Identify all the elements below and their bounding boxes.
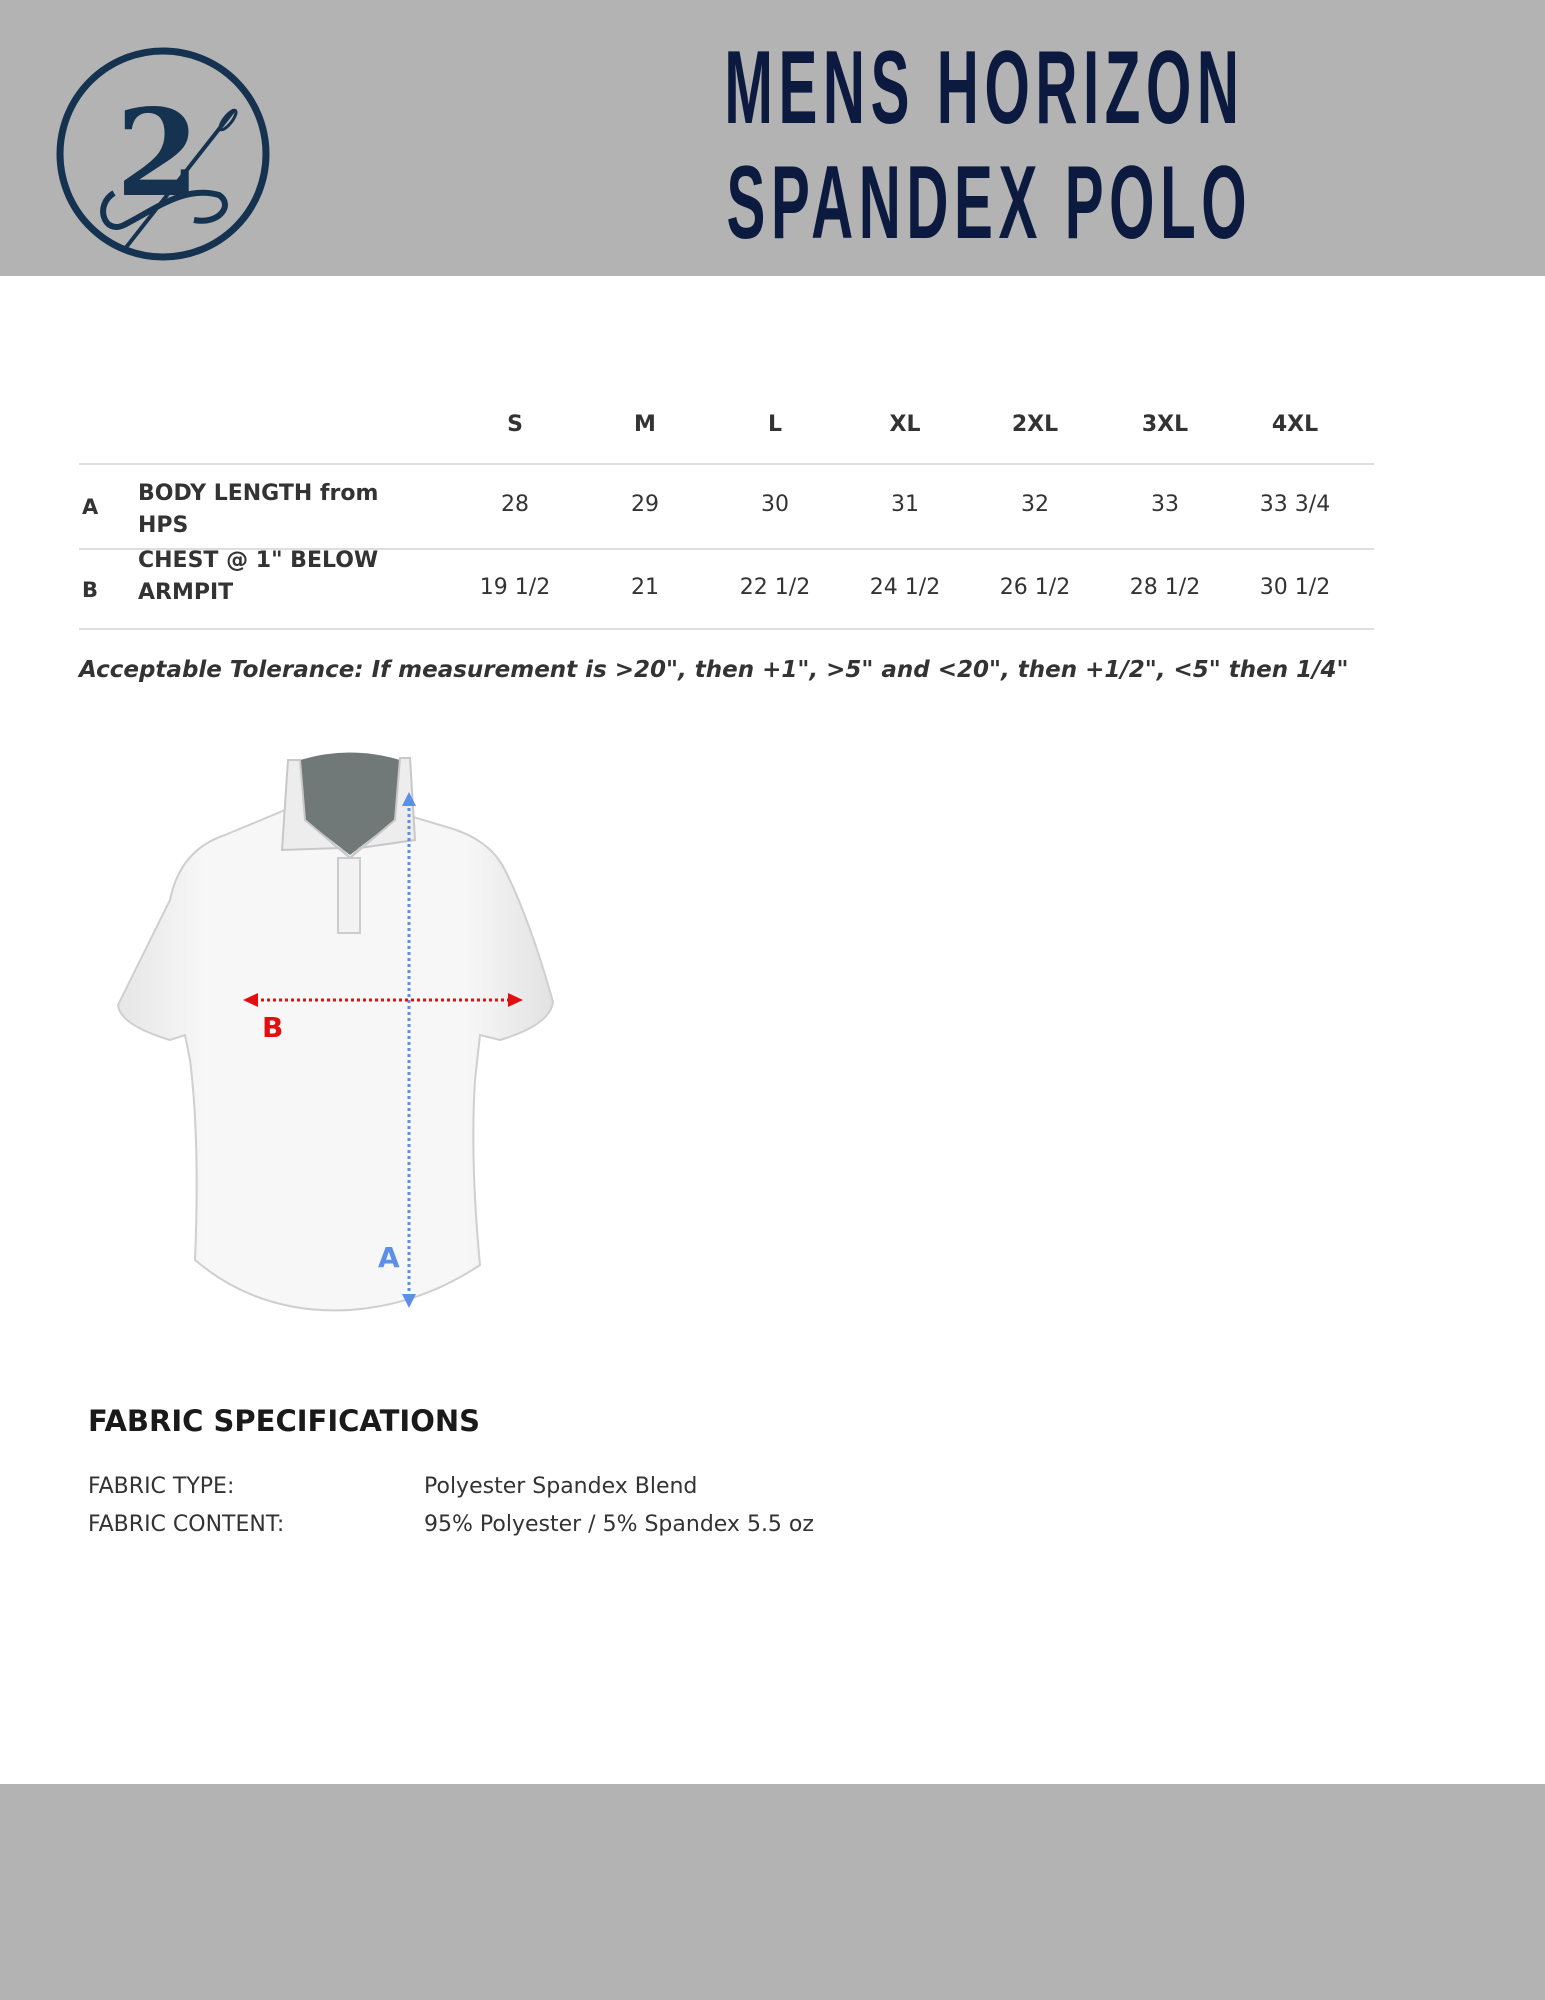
row-label-line-1: CHEST @ 1" BELOW <box>138 548 379 573</box>
fabric-type-value: Polyester Spandex Blend <box>424 1474 698 1499</box>
tolerance-note: Acceptable Tolerance: If measurement is … <box>79 657 1349 683</box>
table-cell: 28 1/2 <box>1129 575 1201 600</box>
divider <box>79 463 1374 465</box>
fabric-type-label: FABRIC TYPE: <box>88 1474 235 1499</box>
polo-shirt-measurement-diagram: A B <box>116 752 555 1312</box>
row-label: BODY LENGTH from HPS <box>138 478 438 542</box>
size-header-s: S <box>507 412 523 437</box>
row-label-line-2: ARMPIT <box>138 580 234 605</box>
shirt-body <box>116 809 555 1312</box>
table-cell: 33 <box>1151 492 1179 517</box>
row-label-line-2: HPS <box>138 513 189 538</box>
size-header-3xl: 3XL <box>1141 412 1189 437</box>
row-label-line-1: BODY LENGTH from <box>138 481 379 506</box>
table-cell: 29 <box>631 492 659 517</box>
fabric-content-value: 95% Polyester / 5% Spandex 5.5 oz <box>424 1512 814 1537</box>
measurement-b-arrow: B <box>243 993 523 1044</box>
size-header-m: M <box>634 412 656 437</box>
header-banner: 2 MENS HORIZON SPANDEX POLO <box>0 0 1545 276</box>
row-letter: A <box>82 495 99 519</box>
fabric-content-label: FABRIC CONTENT: <box>88 1512 285 1537</box>
shirt-placket <box>337 857 361 934</box>
page-title-line-1: MENS HORIZON <box>724 30 1245 146</box>
table-cell: 31 <box>891 492 919 517</box>
fabric-specifications-heading: FABRIC SPECIFICATIONS <box>88 1404 481 1438</box>
table-cell: 30 1/2 <box>1259 575 1331 600</box>
size-header-xl: XL <box>889 412 921 437</box>
table-cell: 22 1/2 <box>739 575 811 600</box>
size-header-2xl: 2XL <box>1011 412 1059 437</box>
table-cell: 33 3/4 <box>1259 492 1331 517</box>
row-label: CHEST @ 1" BELOW ARMPIT <box>138 545 438 609</box>
footer-banner <box>0 1784 1545 2000</box>
brand-logo-icon: 2 <box>56 47 270 261</box>
page-title-line-2: SPANDEX POLO <box>726 145 1253 261</box>
table-cell: 26 1/2 <box>999 575 1071 600</box>
label-b: B <box>262 1011 283 1044</box>
measurement-a-arrow: A <box>378 792 416 1308</box>
divider <box>79 548 1374 550</box>
svg-text:2: 2 <box>116 83 200 224</box>
table-cell: 24 1/2 <box>869 575 941 600</box>
label-a: A <box>378 1241 400 1274</box>
size-header-4xl: 4XL <box>1271 412 1319 437</box>
table-cell: 32 <box>1021 492 1049 517</box>
table-cell: 30 <box>761 492 789 517</box>
shirt-neck <box>300 752 400 855</box>
row-letter: B <box>82 578 99 602</box>
size-header-l: L <box>767 412 783 437</box>
table-cell: 21 <box>631 575 659 600</box>
divider <box>79 628 1374 630</box>
table-cell: 28 <box>501 492 529 517</box>
table-cell: 19 1/2 <box>479 575 551 600</box>
